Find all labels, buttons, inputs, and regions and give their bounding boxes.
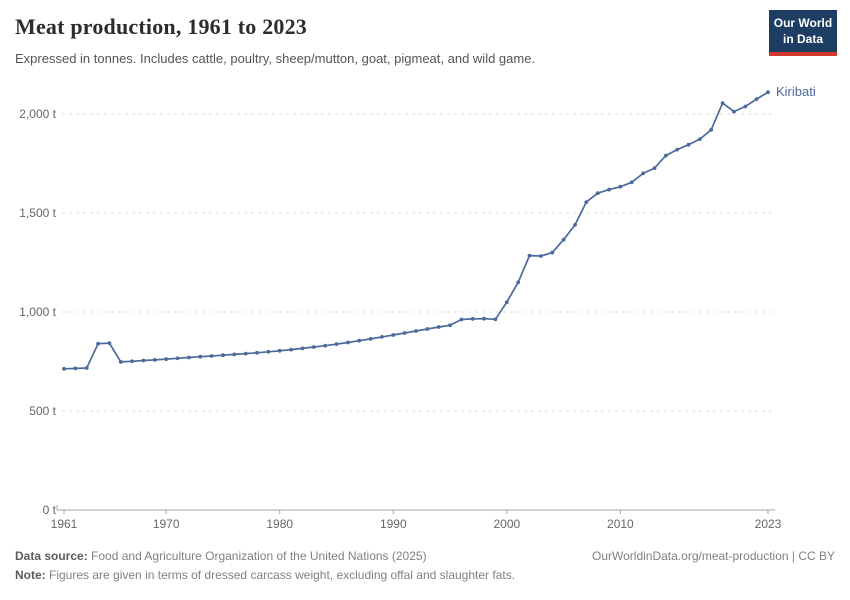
data-point-1977[interactable]: [243, 351, 248, 356]
y-tick-label-2000: 2,000 t: [19, 107, 56, 121]
data-point-1990[interactable]: [391, 333, 396, 337]
data-point-1973[interactable]: [198, 354, 203, 359]
data-point-1967[interactable]: [130, 359, 135, 364]
chart-footer: Data source: Food and Agriculture Organi…: [15, 547, 835, 584]
data-point-1981[interactable]: [289, 347, 293, 352]
data-source-text: Food and Agriculture Organization of the…: [91, 549, 427, 563]
data-point-1989[interactable]: [380, 335, 384, 339]
data-point-1966[interactable]: [118, 360, 123, 364]
data-point-2004[interactable]: [550, 250, 555, 255]
data-point-2012[interactable]: [641, 171, 645, 176]
data-point-1984[interactable]: [323, 343, 328, 348]
data-point-2023[interactable]: [766, 90, 770, 95]
data-point-1998[interactable]: [482, 316, 486, 321]
owid-logo-line2: in Data: [782, 31, 823, 46]
data-point-1962[interactable]: [73, 366, 78, 371]
series-label-kiribati[interactable]: Kiribati: [776, 84, 816, 99]
data-point-1963[interactable]: [84, 366, 89, 370]
data-point-1980[interactable]: [277, 348, 282, 353]
y-axis-labels: 0 t 500 t 1,000 t 1,500 t 2,000 t: [19, 107, 56, 517]
data-point-2000[interactable]: [504, 300, 509, 304]
data-point-2009[interactable]: [607, 187, 611, 192]
data-point-2003[interactable]: [539, 254, 543, 258]
data-point-1969[interactable]: [152, 358, 157, 362]
x-tick-label-2023: 2023: [755, 517, 782, 531]
gridlines-group: [62, 113, 775, 412]
data-point-2002[interactable]: [527, 253, 532, 258]
data-series-kiribati[interactable]: [62, 90, 770, 371]
note-label: Note:: [15, 567, 46, 582]
series-line-kiribati[interactable]: [63, 91, 769, 370]
data-point-1985[interactable]: [334, 342, 339, 346]
data-point-2020[interactable]: [732, 109, 736, 114]
data-point-1983[interactable]: [311, 345, 316, 349]
data-point-2008[interactable]: [595, 191, 600, 196]
data-point-1994[interactable]: [436, 325, 441, 329]
x-tick-label-1961: 1961: [51, 517, 78, 531]
data-point-1979[interactable]: [266, 349, 271, 354]
data-point-1974[interactable]: [209, 354, 214, 358]
x-axis-labels: 1961 1970 1980 1990 2000 2010 2023: [51, 517, 782, 531]
x-tick-label-1970: 1970: [153, 517, 180, 531]
data-point-1976[interactable]: [232, 352, 237, 357]
data-source-line: Data source: Food and Agriculture Organi…: [15, 547, 427, 566]
data-point-1961[interactable]: [62, 366, 66, 371]
data-point-1965[interactable]: [107, 341, 112, 345]
data-source-label: Data source:: [15, 549, 88, 563]
owid-logo[interactable]: Our World in Data: [769, 10, 837, 57]
data-point-2010[interactable]: [618, 184, 623, 189]
data-point-1992[interactable]: [414, 329, 418, 333]
data-point-2015[interactable]: [675, 147, 680, 152]
data-point-2021[interactable]: [743, 104, 748, 109]
data-point-1996[interactable]: [459, 317, 464, 322]
data-point-2019[interactable]: [720, 101, 725, 105]
y-tick-label-1500: 1,500 t: [19, 206, 56, 220]
data-point-2022[interactable]: [754, 97, 759, 101]
data-point-2016[interactable]: [686, 142, 691, 147]
data-point-1997[interactable]: [470, 317, 475, 321]
data-point-2017[interactable]: [698, 137, 702, 141]
data-point-2005[interactable]: [561, 237, 566, 242]
data-point-1987[interactable]: [357, 338, 362, 343]
note-line: Note: Figures are given in terms of dres…: [15, 566, 835, 585]
data-point-2007[interactable]: [584, 200, 589, 204]
data-point-1964[interactable]: [96, 341, 100, 346]
data-point-1982[interactable]: [300, 346, 305, 351]
data-point-1978[interactable]: [255, 350, 259, 355]
data-point-1993[interactable]: [425, 327, 430, 331]
series-markers-kiribati: [62, 90, 770, 371]
x-tick-label-1990: 1990: [380, 517, 407, 531]
data-point-1968[interactable]: [141, 358, 146, 363]
x-tick-label-1980: 1980: [266, 517, 293, 531]
x-tick-label-2010: 2010: [607, 517, 634, 531]
x-tick-label-2000: 2000: [493, 517, 520, 531]
data-point-2011[interactable]: [629, 180, 634, 185]
line-chart-plot-area[interactable]: 0 t 500 t 1,000 t 1,500 t 2,000 t 1961 1970 198…: [0, 80, 850, 540]
owid-logo-line1: Our World: [773, 16, 833, 30]
data-point-1971[interactable]: [175, 356, 180, 361]
data-point-1995[interactable]: [448, 323, 452, 328]
data-point-1975[interactable]: [221, 353, 225, 358]
data-point-2006[interactable]: [573, 223, 577, 227]
data-point-1999[interactable]: [493, 317, 498, 322]
data-point-2018[interactable]: [709, 127, 714, 132]
data-point-2001[interactable]: [516, 280, 521, 285]
chart-subtitle: Expressed in tonnes. Includes cattle, po…: [15, 51, 536, 66]
data-point-2014[interactable]: [663, 153, 668, 158]
y-tick-label-0: 0 t: [43, 503, 57, 517]
note-text: Figures are given in terms of dressed ca…: [49, 567, 516, 582]
page-title: Meat production, 1961 to 2023: [15, 14, 307, 39]
data-point-1986[interactable]: [346, 340, 350, 345]
data-point-1972[interactable]: [187, 355, 191, 360]
canonical-url-link[interactable]: OurWorldinData.org/meat-production | CC …: [592, 549, 835, 563]
data-point-2013[interactable]: [652, 166, 657, 170]
data-point-1988[interactable]: [368, 337, 373, 341]
y-tick-label-500: 500 t: [29, 404, 56, 418]
y-tick-label-1000: 1,000 t: [19, 305, 56, 319]
x-axis: [56, 505, 775, 514]
data-point-1991[interactable]: [402, 331, 407, 335]
data-point-1970[interactable]: [164, 357, 169, 361]
